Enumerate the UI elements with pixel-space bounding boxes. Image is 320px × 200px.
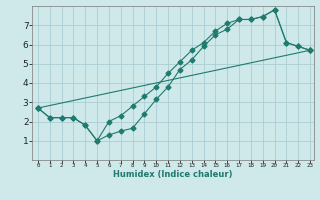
X-axis label: Humidex (Indice chaleur): Humidex (Indice chaleur) <box>113 170 233 179</box>
